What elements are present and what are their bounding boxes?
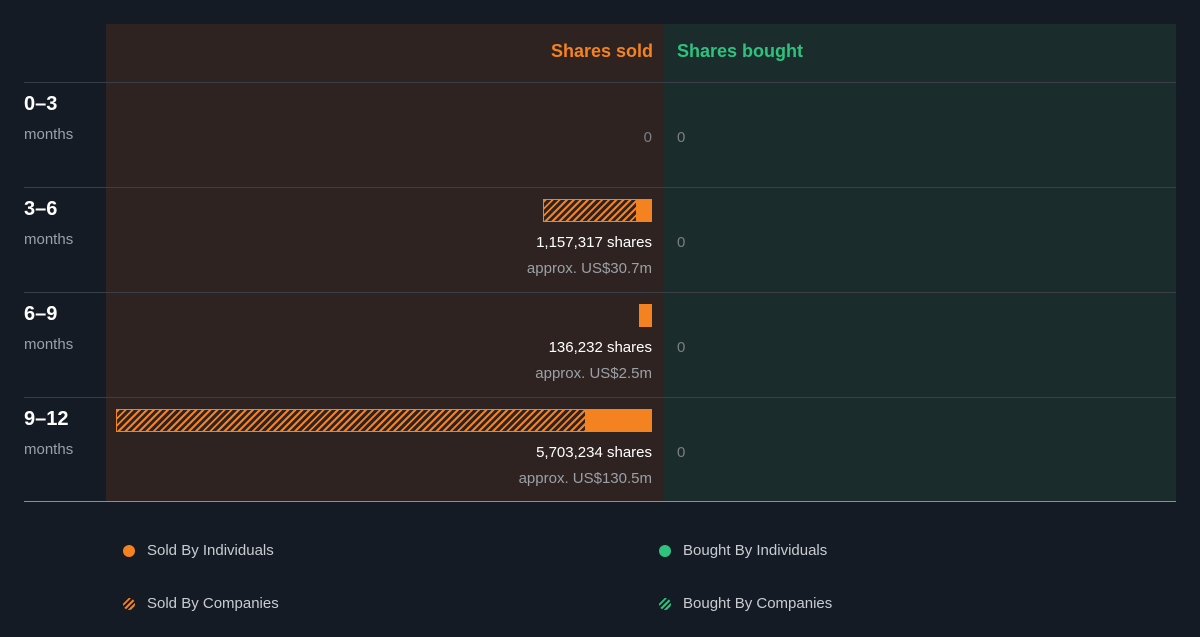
approx-value: approx. US$30.7m bbox=[526, 260, 652, 277]
legend-bought-individuals: Bought By Individuals bbox=[659, 542, 827, 560]
legend-sold-individuals: Sold By Individuals bbox=[123, 542, 274, 560]
approx-value: approx. US$130.5m bbox=[518, 470, 652, 487]
bought-value-zero: 0 bbox=[677, 444, 686, 461]
bought-value-zero: 0 bbox=[677, 339, 686, 356]
bought-panel bbox=[664, 24, 1176, 502]
period-label: 6–9 bbox=[24, 303, 58, 325]
legend-label: Sold By Individuals bbox=[147, 542, 274, 559]
shares-count: 1,157,317 shares bbox=[536, 234, 652, 251]
period-unit: months bbox=[24, 231, 74, 248]
bought-value-zero: 0 bbox=[677, 234, 686, 251]
period-unit: months bbox=[24, 336, 74, 353]
row-divider bbox=[24, 187, 1176, 188]
bought-value-zero: 0 bbox=[677, 129, 686, 146]
period-label: 0–3 bbox=[24, 93, 58, 115]
bar-sold-individuals bbox=[586, 409, 652, 432]
bar-row bbox=[116, 409, 652, 432]
legend-dot-icon bbox=[659, 545, 671, 557]
shares-count: 5,703,234 shares bbox=[536, 444, 652, 461]
shares-sold-header: Shares sold bbox=[550, 41, 653, 61]
row-divider bbox=[24, 82, 1176, 83]
shares-count: 136,232 shares bbox=[548, 339, 652, 356]
legend-label: Bought By Individuals bbox=[683, 542, 828, 559]
sold-value-zero: 0 bbox=[643, 129, 652, 146]
bar-sold-companies bbox=[543, 199, 637, 222]
bar-sold-companies bbox=[116, 409, 586, 432]
bar-row bbox=[543, 199, 652, 222]
legend-sold-companies: Sold By Companies bbox=[123, 595, 279, 613]
period-unit: months bbox=[24, 441, 74, 458]
bar-sold-individuals bbox=[639, 304, 652, 327]
approx-value: approx. US$2.5m bbox=[535, 365, 652, 382]
legend-label: Sold By Companies bbox=[147, 595, 279, 612]
legend-dot-icon bbox=[123, 545, 135, 557]
chart-bottom-divider bbox=[24, 501, 1176, 502]
bar-sold-individuals bbox=[637, 199, 652, 222]
period-label: 9–12 bbox=[24, 408, 69, 430]
row-divider bbox=[24, 397, 1176, 398]
period-unit: months bbox=[24, 126, 74, 143]
bar-row bbox=[639, 304, 652, 327]
legend-hatch-icon bbox=[659, 598, 671, 610]
legend-hatch-icon bbox=[123, 598, 135, 610]
row-divider bbox=[24, 292, 1176, 293]
shares-bought-header: Shares bought bbox=[677, 41, 804, 61]
legend-label: Bought By Companies bbox=[683, 595, 833, 612]
legend-bought-companies: Bought By Companies bbox=[659, 595, 832, 613]
period-label: 3–6 bbox=[24, 198, 58, 220]
